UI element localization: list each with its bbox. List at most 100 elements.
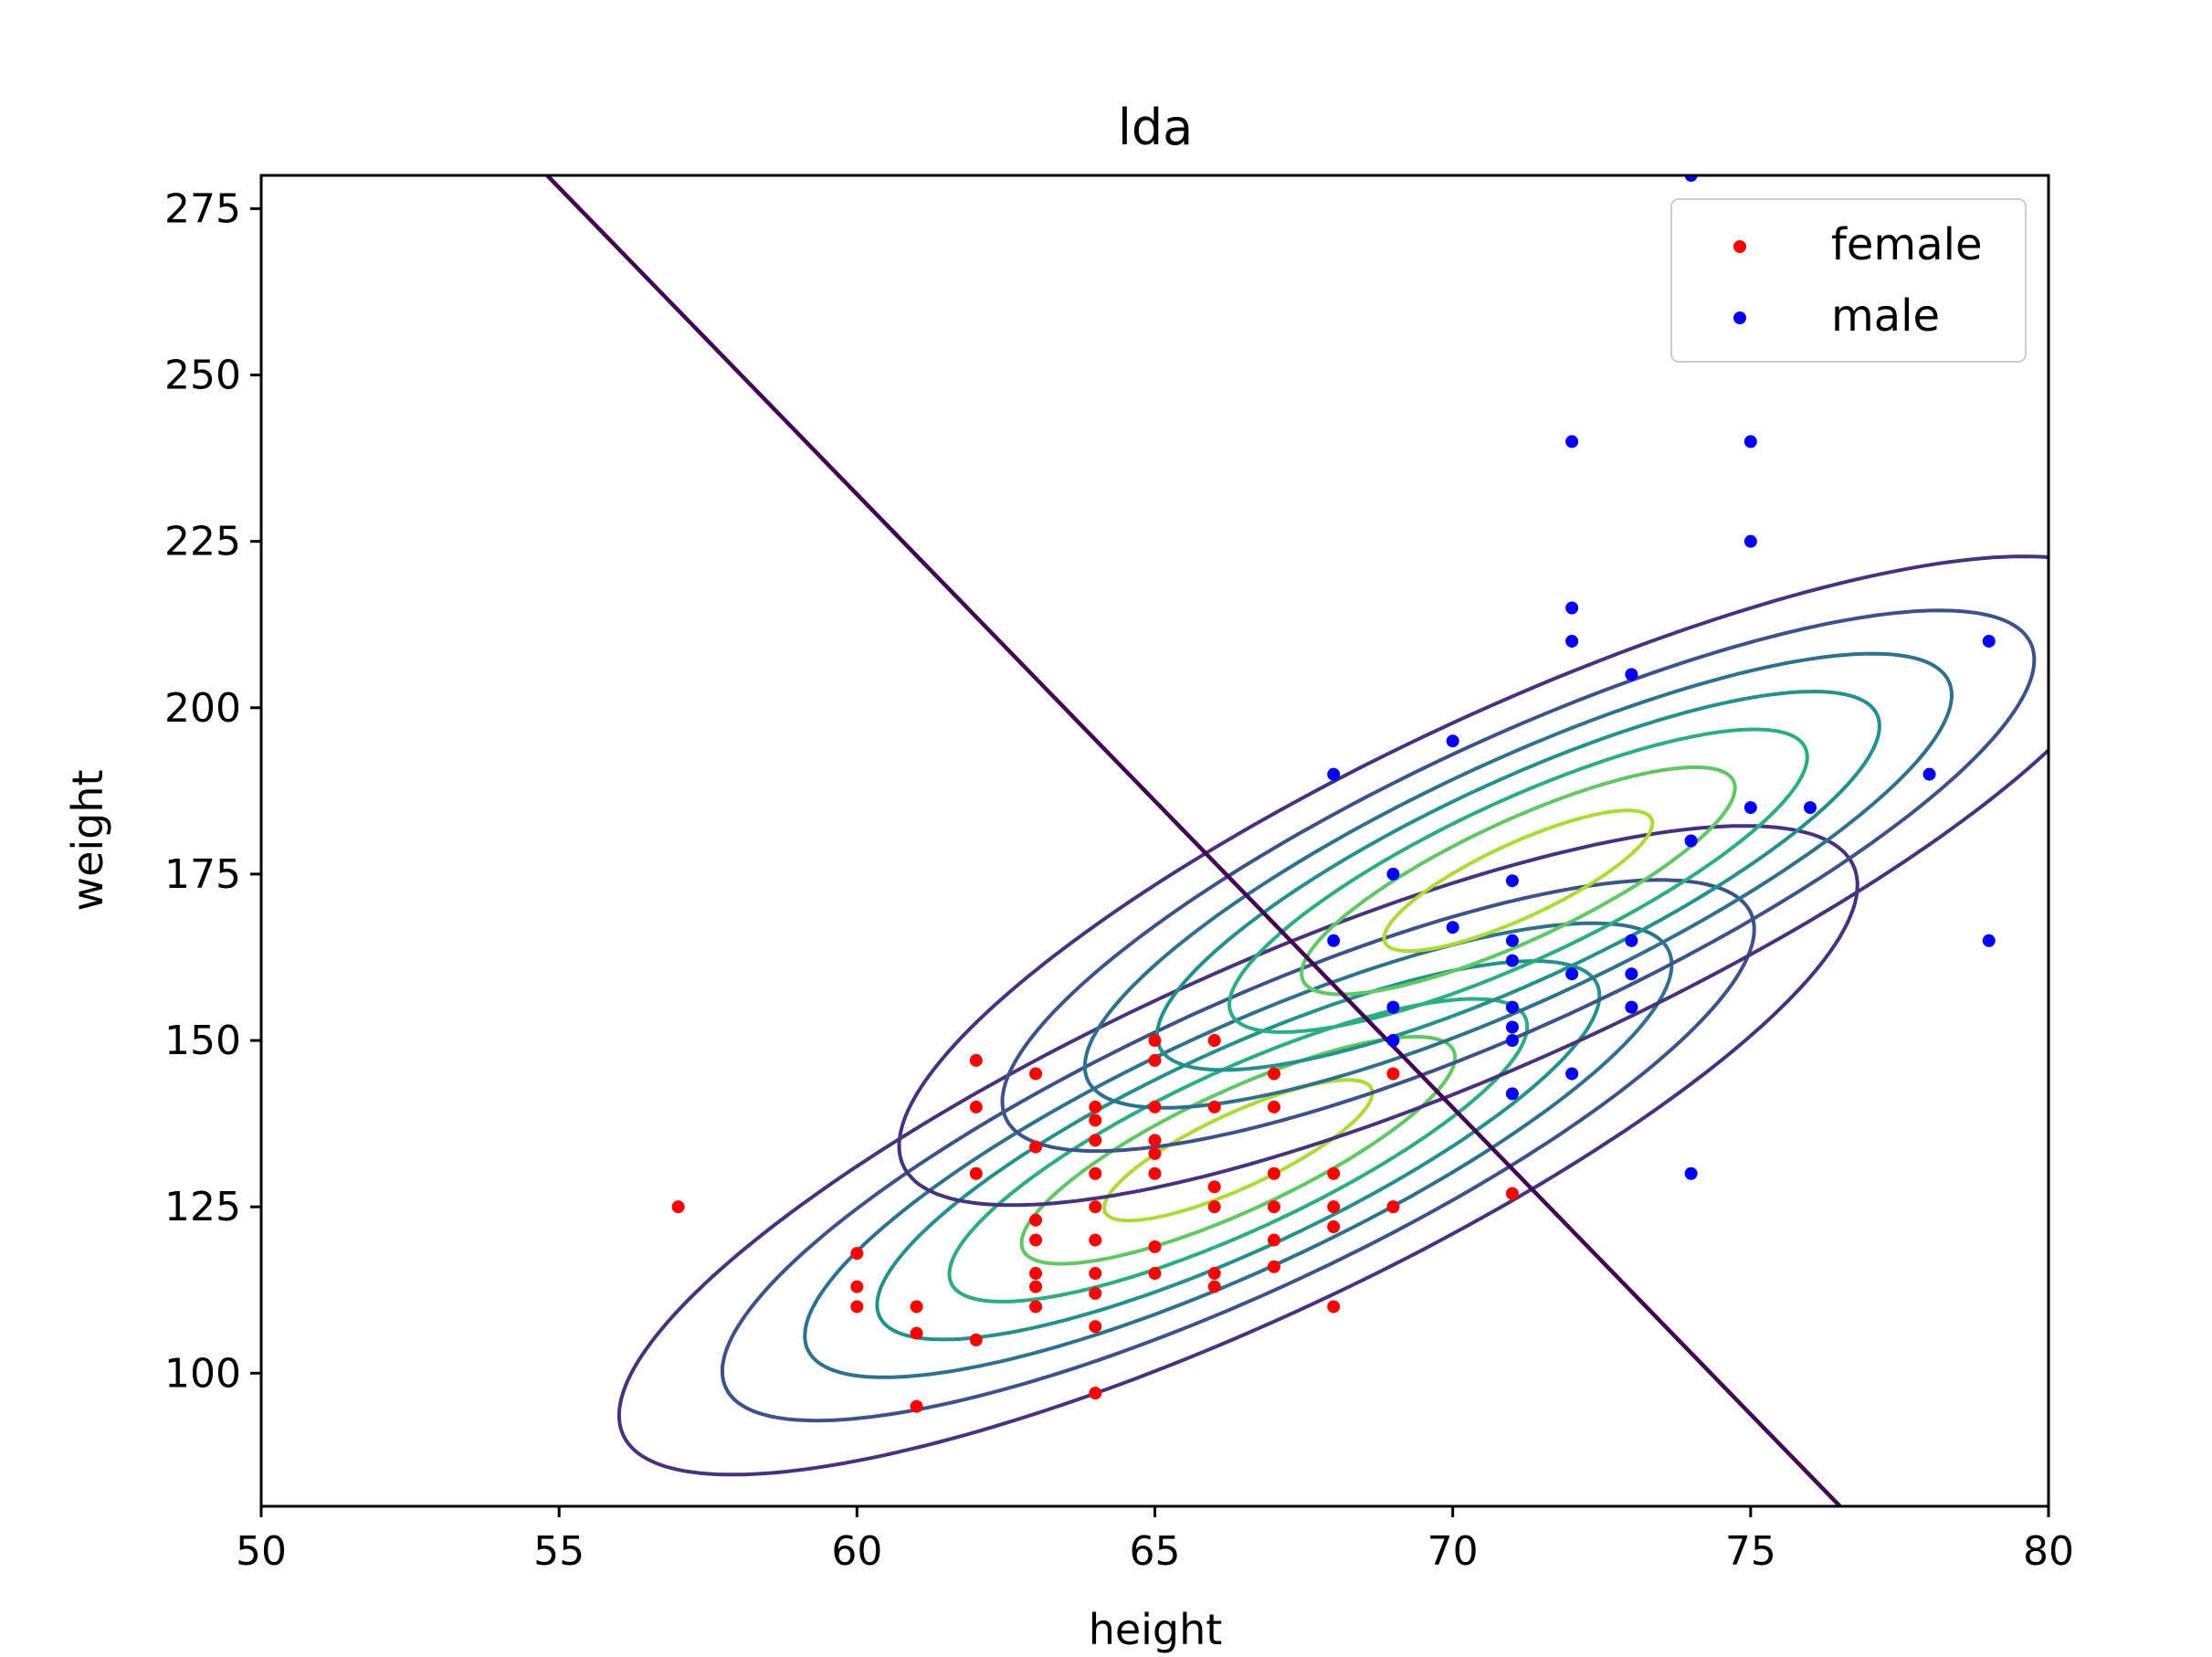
- contour-male: [1000, 608, 2037, 1154]
- contour-female: [720, 878, 1756, 1423]
- y-tick-label: 150: [164, 1018, 241, 1064]
- female-point: [1148, 1146, 1162, 1160]
- female-point: [1089, 1267, 1102, 1281]
- y-tick-label: 100: [164, 1350, 241, 1397]
- female-point: [1327, 1300, 1341, 1314]
- female-point: [1207, 1034, 1221, 1048]
- female-point: [1089, 1286, 1102, 1300]
- male-point: [1505, 954, 1519, 967]
- female-point: [969, 1166, 983, 1180]
- x-tick-label: 80: [2023, 1528, 2074, 1575]
- y-tick-label: 175: [164, 851, 241, 898]
- plot-background: [261, 175, 2049, 1506]
- female-point: [1267, 1233, 1280, 1247]
- female-point: [1029, 1267, 1043, 1281]
- female-point: [1029, 1280, 1043, 1293]
- contour-male: [897, 554, 2049, 1208]
- x-axis-title: height: [1089, 1605, 1223, 1654]
- y-tick-label: 250: [164, 353, 241, 399]
- male-point: [1386, 1034, 1400, 1048]
- decision-boundary: [545, 175, 1842, 1506]
- female-point: [1029, 1300, 1043, 1314]
- male-point: [1684, 1166, 1698, 1180]
- female-point: [969, 1053, 983, 1067]
- contour-male: [1227, 727, 1809, 1034]
- male-point: [1684, 834, 1698, 848]
- female-point: [1267, 1166, 1280, 1180]
- male-point: [1625, 967, 1638, 981]
- female-point: [1089, 1200, 1102, 1214]
- female-point: [1089, 1233, 1102, 1247]
- male-point: [1505, 1020, 1519, 1034]
- x-axis-ticks: 50 55 60 65 70 75 80: [236, 1506, 2074, 1575]
- male-point: [1804, 801, 1817, 815]
- female-point: [1029, 1213, 1043, 1227]
- legend-marker-female: [1733, 240, 1746, 253]
- contour-female: [875, 959, 1602, 1342]
- female-point: [1267, 1067, 1280, 1081]
- contour-female: [616, 824, 1859, 1477]
- female-point: [1207, 1180, 1221, 1194]
- female-point: [1148, 1134, 1162, 1147]
- female-point: [1089, 1387, 1102, 1400]
- male-point: [1327, 767, 1341, 781]
- chart-title: lda: [1118, 99, 1193, 156]
- female-point: [1148, 1100, 1162, 1113]
- male-point: [1565, 634, 1579, 648]
- female-point: [1029, 1140, 1043, 1154]
- male-point: [1565, 435, 1579, 449]
- x-tick-label: 65: [1130, 1528, 1181, 1575]
- female-point: [1148, 1034, 1162, 1048]
- male-point: [1743, 435, 1757, 449]
- female-point: [671, 1200, 685, 1214]
- contour-male: [1300, 765, 1737, 997]
- male-point: [1684, 175, 1698, 182]
- male-point: [1565, 601, 1579, 615]
- female-point: [1089, 1113, 1102, 1127]
- male-point: [1743, 534, 1757, 548]
- female-point: [1327, 1220, 1341, 1234]
- contour-female: [1101, 1078, 1375, 1223]
- contour-female: [803, 921, 1674, 1379]
- x-tick-label: 70: [1427, 1528, 1479, 1575]
- y-axis-ticks: 100 125 150 175 200 225 250 275: [164, 185, 261, 1397]
- female-point: [1207, 1200, 1221, 1214]
- female-point: [1148, 1240, 1162, 1253]
- female-point: [850, 1300, 864, 1314]
- female-point: [969, 1333, 983, 1346]
- male-point: [1982, 934, 1996, 947]
- y-tick-label: 200: [164, 685, 241, 732]
- male-point: [1327, 934, 1341, 947]
- x-tick-label: 55: [533, 1528, 585, 1575]
- female-point: [1089, 1166, 1102, 1180]
- legend-marker-male: [1733, 311, 1746, 324]
- male-point: [1386, 867, 1400, 881]
- male-point: [1386, 1000, 1400, 1014]
- contour-male: [1382, 808, 1655, 954]
- legend-label-male: male: [1831, 290, 1940, 342]
- male-point: [1505, 1034, 1519, 1048]
- male-point: [1625, 1000, 1638, 1014]
- male-point: [1625, 668, 1638, 681]
- legend-label-female: female: [1831, 219, 1982, 270]
- male-point: [1565, 967, 1579, 981]
- male-point: [1982, 634, 1996, 648]
- female-point: [1029, 1067, 1043, 1081]
- female-point: [1505, 1187, 1519, 1200]
- male-point: [1505, 874, 1519, 888]
- female-point: [910, 1399, 923, 1413]
- female-point: [1029, 1233, 1043, 1247]
- female-point: [1089, 1320, 1102, 1334]
- female-point: [1148, 1267, 1162, 1281]
- x-tick-label: 50: [236, 1528, 287, 1575]
- female-point: [1327, 1200, 1341, 1214]
- y-tick-label: 125: [164, 1184, 241, 1230]
- decision-boundary-line: [545, 175, 1842, 1506]
- legend-box: [1670, 198, 2027, 363]
- female-point: [1207, 1280, 1221, 1293]
- male-point: [1625, 934, 1638, 947]
- female-point: [1267, 1200, 1280, 1214]
- female-point: [1148, 1166, 1162, 1180]
- y-tick-label: 275: [164, 185, 241, 232]
